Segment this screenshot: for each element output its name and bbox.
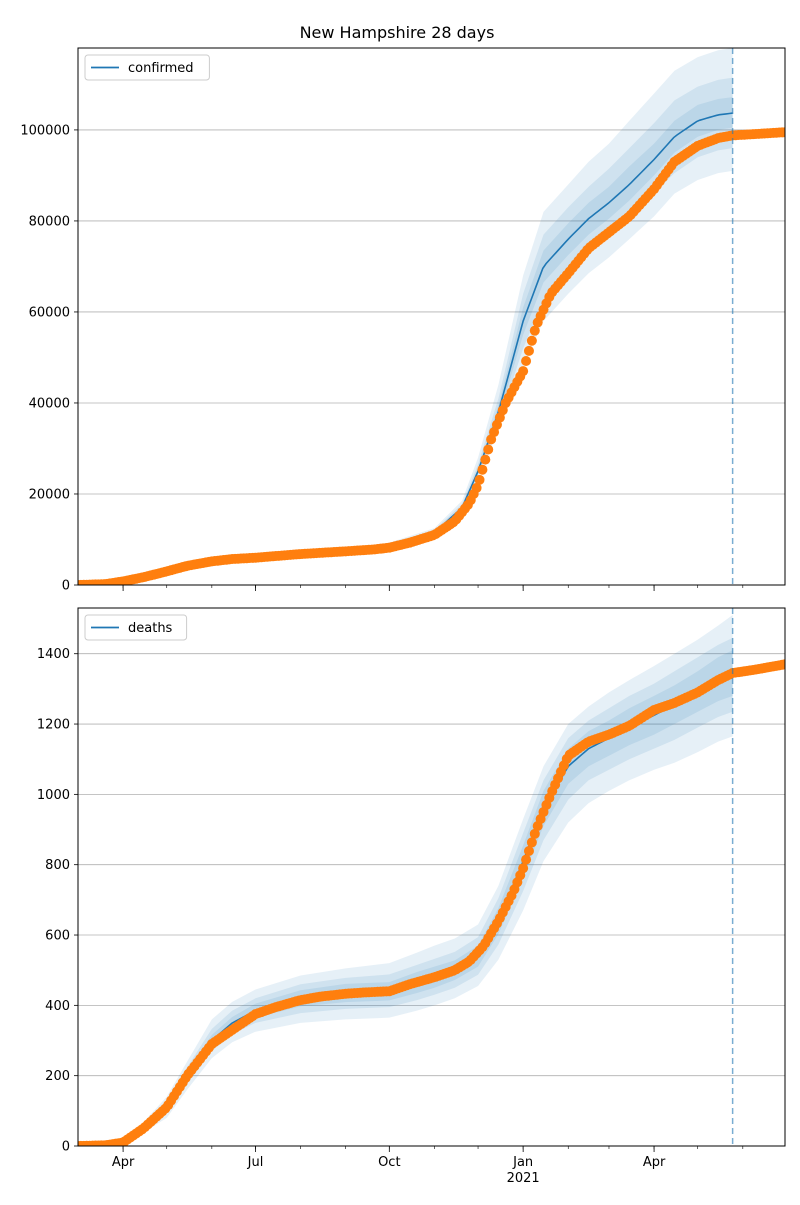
observed-point	[518, 366, 529, 377]
observed-markers	[78, 127, 785, 585]
legend: deaths	[84, 614, 188, 641]
observed-point	[526, 837, 537, 848]
legend-box	[84, 54, 210, 81]
uncertainty-band-outer	[78, 615, 733, 1146]
observed-point	[523, 345, 534, 356]
legend-label: deaths	[128, 621, 173, 636]
uncertainty-band-middle	[78, 77, 733, 585]
observed-point	[483, 444, 494, 455]
observed-point	[529, 828, 540, 839]
x-tick-label: Oct	[378, 1155, 400, 1170]
plot-area	[78, 615, 785, 1146]
y-tick-label: 0	[62, 579, 70, 594]
observed-markers	[78, 659, 785, 1146]
observed-point	[474, 474, 485, 485]
deaths-panel: 0 200 400 600 800 1000 1200 1400 Apr Jul Oct Jan202…	[37, 607, 786, 1186]
axes-frame	[77, 607, 786, 1147]
observed-point	[518, 863, 529, 874]
y-tick-label: 1200	[37, 718, 70, 733]
chart-title: New Hampshire 28 days	[300, 23, 495, 42]
x-tick-label: Apr	[643, 1155, 666, 1170]
y-tick-label: 600	[45, 929, 70, 944]
y-tick-label: 800	[45, 858, 70, 873]
observed-point	[480, 454, 491, 465]
legend: confirmed	[84, 54, 210, 81]
legend-box	[84, 614, 188, 641]
y-tick-label: 100000	[20, 123, 70, 138]
y-tick-label: 400	[45, 999, 70, 1014]
observed-point	[529, 325, 540, 336]
x-tick-label: Jul	[247, 1155, 264, 1170]
y-tick-label: 20000	[29, 487, 70, 502]
observed-point	[526, 335, 537, 346]
x-tick-label: Apr	[112, 1155, 135, 1170]
observed-point	[477, 464, 488, 475]
y-tick-label: 80000	[29, 214, 70, 229]
observed-point	[780, 659, 785, 670]
observed-point	[521, 356, 532, 366]
observed-point	[471, 482, 482, 493]
plot-area	[78, 48, 785, 585]
x-tick-sublabel: 2021	[507, 1171, 540, 1186]
y-tick-label: 60000	[29, 305, 70, 320]
y-tick-label: 200	[45, 1069, 70, 1084]
observed-point	[521, 854, 532, 865]
x-tick-label: Jan	[512, 1155, 533, 1170]
observed-point	[780, 127, 785, 138]
y-tick-label: 0	[62, 1140, 70, 1155]
y-tick-label: 1000	[37, 788, 70, 803]
observed-point	[523, 846, 534, 857]
confirmed-panel: 0 20000 40000 60000 80000 100000 confirmed	[20, 47, 786, 594]
y-tick-label: 1400	[37, 647, 70, 662]
y-tick-label: 40000	[29, 396, 70, 411]
uncertainty-band-outer	[78, 48, 733, 585]
axes-frame	[77, 47, 786, 586]
legend-label: confirmed	[128, 61, 194, 76]
